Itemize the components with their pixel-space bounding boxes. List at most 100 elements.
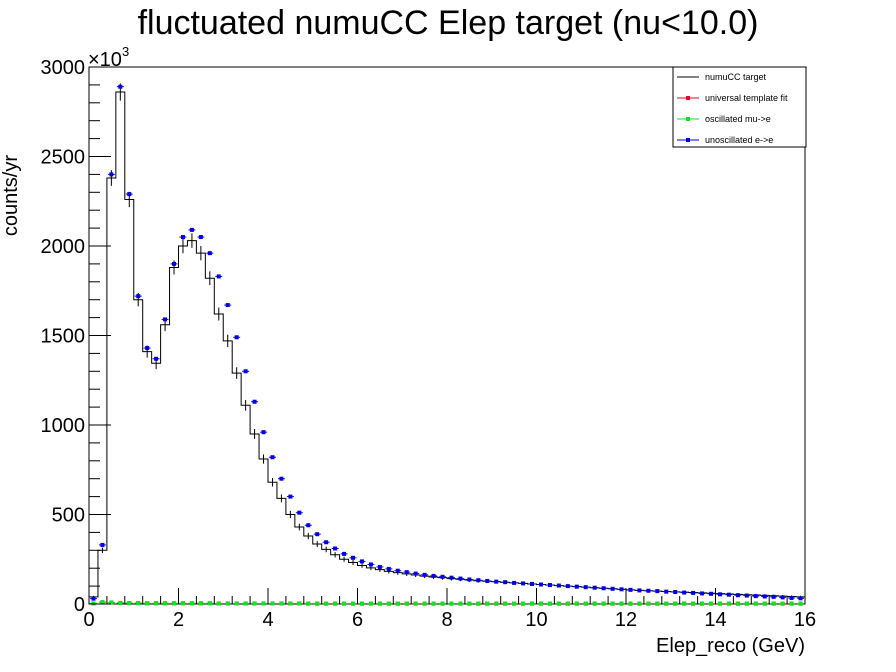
- data-point-unoscillated-e-e: [440, 574, 445, 579]
- data-point-unoscillated-e-e: [243, 369, 248, 374]
- data-point-unoscillated-e-e: [637, 588, 642, 593]
- data-point-unoscillated-e-e: [180, 235, 185, 240]
- data-point-oscillated-mu-e: [163, 601, 168, 606]
- data-point-unoscillated-e-e: [225, 303, 230, 308]
- data-point-oscillated-mu-e: [771, 601, 776, 606]
- data-point-oscillated-mu-e: [646, 601, 651, 606]
- x-tick-label: 2: [173, 609, 184, 631]
- y-tick-label: 3000: [41, 57, 86, 79]
- data-point-unoscillated-e-e: [664, 589, 669, 594]
- data-point-oscillated-mu-e: [637, 601, 642, 606]
- x-tick-label: 4: [262, 609, 273, 631]
- data-point-oscillated-mu-e: [422, 601, 427, 606]
- data-point-unoscillated-e-e: [100, 542, 105, 547]
- data-point-unoscillated-e-e: [789, 595, 794, 600]
- data-point-oscillated-mu-e: [216, 601, 221, 606]
- data-point-oscillated-mu-e: [583, 601, 588, 606]
- data-point-oscillated-mu-e: [127, 601, 132, 606]
- x-axis: 0 2 4 6 8 10 12 14 16: [83, 588, 816, 631]
- data-point-unoscillated-e-e: [780, 595, 785, 600]
- data-point-oscillated-mu-e: [306, 601, 311, 606]
- data-point-unoscillated-e-e: [297, 510, 302, 515]
- y-tick-label: 0: [74, 594, 85, 616]
- data-point-oscillated-mu-e: [521, 601, 526, 606]
- data-point-unoscillated-e-e: [503, 580, 508, 585]
- data-point-unoscillated-e-e: [109, 172, 114, 177]
- data-point-unoscillated-e-e: [485, 578, 490, 583]
- data-point-oscillated-mu-e: [270, 601, 275, 606]
- data-point-unoscillated-e-e: [709, 591, 714, 596]
- data-point-unoscillated-e-e: [386, 566, 391, 571]
- data-point-unoscillated-e-e: [592, 585, 597, 590]
- data-point-oscillated-mu-e: [449, 601, 454, 606]
- data-point-unoscillated-e-e: [583, 585, 588, 590]
- x-tick-label: 12: [615, 609, 637, 631]
- data-point-oscillated-mu-e: [592, 601, 597, 606]
- data-point-unoscillated-e-e: [333, 546, 338, 551]
- data-point-unoscillated-e-e: [216, 274, 221, 279]
- data-point-oscillated-mu-e: [458, 601, 463, 606]
- data-point-unoscillated-e-e: [270, 455, 275, 460]
- legend: numuCC target universal template fit oscil…: [672, 66, 807, 148]
- data-point-unoscillated-e-e: [494, 579, 499, 584]
- data-point-unoscillated-e-e: [449, 575, 454, 580]
- data-point-oscillated-mu-e: [91, 601, 96, 606]
- data-point-unoscillated-e-e: [771, 594, 776, 599]
- data-point-oscillated-mu-e: [556, 601, 561, 606]
- data-point-oscillated-mu-e: [172, 601, 177, 606]
- data-point-oscillated-mu-e: [673, 601, 678, 606]
- data-point-oscillated-mu-e: [664, 601, 669, 606]
- data-point-oscillated-mu-e: [279, 601, 284, 606]
- y-tick-label: 1000: [41, 415, 86, 437]
- y-tick-label: 500: [52, 505, 85, 527]
- data-point-unoscillated-e-e: [700, 591, 705, 596]
- legend-label-numucc-target: numuCC target: [705, 72, 767, 82]
- data-point-oscillated-mu-e: [735, 601, 740, 606]
- x-tick-label: 10: [525, 609, 547, 631]
- legend-marker-universal-template-fit: [686, 96, 690, 100]
- data-point-unoscillated-e-e: [458, 576, 463, 581]
- data-point-unoscillated-e-e: [655, 589, 660, 594]
- y-tick-label: 2000: [41, 236, 86, 258]
- x-tick-label: 6: [352, 609, 363, 631]
- y-tick-label: 2500: [41, 147, 86, 169]
- data-point-oscillated-mu-e: [610, 601, 615, 606]
- x-tick-label: 0: [83, 609, 94, 631]
- data-point-unoscillated-e-e: [691, 590, 696, 595]
- data-point-unoscillated-e-e: [172, 261, 177, 266]
- data-point-unoscillated-e-e: [422, 572, 427, 577]
- y-tick-label: 1500: [41, 326, 86, 348]
- data-layer: [88, 83, 805, 606]
- data-point-unoscillated-e-e: [682, 590, 687, 595]
- data-point-oscillated-mu-e: [700, 601, 705, 606]
- data-point-oscillated-mu-e: [494, 601, 499, 606]
- data-point-oscillated-mu-e: [619, 601, 624, 606]
- data-point-unoscillated-e-e: [261, 430, 266, 435]
- data-point-unoscillated-e-e: [476, 578, 481, 583]
- data-point-unoscillated-e-e: [673, 590, 678, 595]
- data-point-oscillated-mu-e: [547, 601, 552, 606]
- data-point-oscillated-mu-e: [207, 601, 212, 606]
- legend-marker-oscillated-mu-e: [686, 117, 690, 121]
- data-point-oscillated-mu-e: [100, 600, 105, 605]
- data-point-unoscillated-e-e: [404, 570, 409, 575]
- data-point-unoscillated-e-e: [91, 596, 96, 601]
- data-point-unoscillated-e-e: [351, 555, 356, 560]
- data-point-unoscillated-e-e: [538, 582, 543, 587]
- data-point-oscillated-mu-e: [118, 600, 123, 605]
- data-point-oscillated-mu-e: [485, 601, 490, 606]
- data-point-oscillated-mu-e: [574, 601, 579, 606]
- legend-marker-unoscillated-e-e: [686, 138, 690, 142]
- data-point-unoscillated-e-e: [395, 568, 400, 573]
- data-point-oscillated-mu-e: [503, 601, 508, 606]
- data-point-oscillated-mu-e: [377, 601, 382, 606]
- data-point-oscillated-mu-e: [297, 601, 302, 606]
- data-point-oscillated-mu-e: [136, 601, 141, 606]
- x-tick-label: 14: [704, 609, 726, 631]
- data-point-oscillated-mu-e: [726, 601, 731, 606]
- data-point-unoscillated-e-e: [324, 540, 329, 545]
- data-point-oscillated-mu-e: [404, 601, 409, 606]
- data-point-oscillated-mu-e: [467, 601, 472, 606]
- data-point-oscillated-mu-e: [243, 601, 248, 606]
